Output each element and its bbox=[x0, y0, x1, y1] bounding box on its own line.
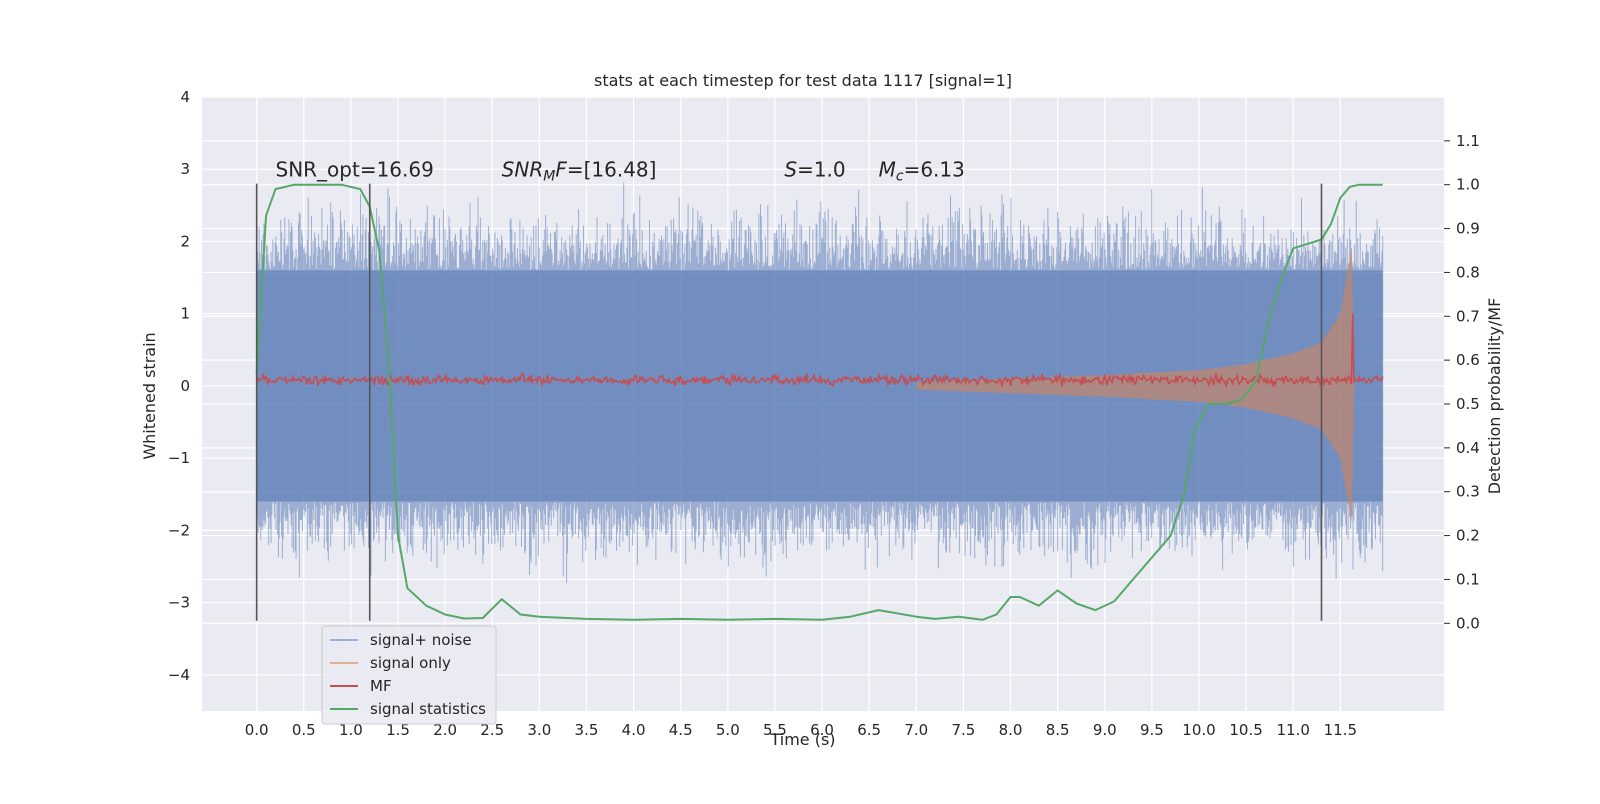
x-tick-label: 4.5 bbox=[669, 721, 693, 739]
x-tick-label: 8.5 bbox=[1046, 721, 1070, 739]
legend-label-signal-noise: signal+ noise bbox=[370, 631, 472, 649]
y-tick-label: −1 bbox=[168, 449, 190, 467]
y2-tick-label: 0.5 bbox=[1456, 395, 1480, 413]
x-tick-label: 5.5 bbox=[763, 721, 787, 739]
signal-statistics-line bbox=[255, 183, 1383, 621]
x-axis-label: Time (s) bbox=[769, 730, 835, 749]
x-tick-label: 2.0 bbox=[433, 721, 457, 739]
y2-tick-label: 0.9 bbox=[1456, 220, 1480, 238]
y-tick-label: 0 bbox=[180, 377, 190, 395]
y2-axis-ticks: 0.0 0.1 0.2 0.3 0.4 0.5 0.6 0.7 0.8 0.9 1.0 1.1 bbox=[1444, 132, 1480, 632]
legend-item-signal-statistics: signal statistics bbox=[330, 700, 486, 718]
x-tick-label: 6.0 bbox=[810, 721, 834, 739]
y2-tick-label: 1.0 bbox=[1456, 176, 1480, 194]
series-mf bbox=[256, 313, 1384, 389]
legend-item-signal-only: signal only bbox=[330, 654, 451, 672]
y2-tick-label: 0.7 bbox=[1456, 307, 1480, 325]
y-axis-label: Whitened strain bbox=[140, 332, 159, 459]
x-tick-label: 0.5 bbox=[292, 721, 316, 739]
y-tick-label: −4 bbox=[168, 666, 190, 684]
legend-item-signal-noise: signal+ noise bbox=[330, 631, 472, 649]
x-tick-label: 5.0 bbox=[716, 721, 740, 739]
y-axis-ticks: −4 −3 −2 −1 0 1 2 3 4 bbox=[168, 88, 190, 684]
y-tick-label: 1 bbox=[180, 305, 190, 323]
y-tick-label: −2 bbox=[168, 521, 190, 539]
annotation-text: Mc=6.13 bbox=[879, 157, 965, 184]
x-tick-label: 9.0 bbox=[1093, 721, 1117, 739]
y2-tick-label: 0.1 bbox=[1456, 570, 1480, 588]
legend-label-signal-statistics: signal statistics bbox=[370, 700, 486, 718]
series-signal-only bbox=[916, 248, 1355, 524]
annotation-text: SNR_opt=16.69 bbox=[276, 157, 434, 181]
x-tick-label: 4.0 bbox=[622, 721, 646, 739]
legend-box bbox=[321, 625, 497, 725]
legend: signal+ noise signal only MF signal stat… bbox=[321, 625, 497, 725]
y2-tick-label: 0.0 bbox=[1456, 614, 1480, 632]
annotation-text: SNRMF=[16.48] bbox=[502, 157, 657, 184]
y2-tick-label: 1.1 bbox=[1456, 132, 1480, 150]
x-tick-label: 7.5 bbox=[951, 721, 975, 739]
x-tick-label: 11.0 bbox=[1277, 721, 1310, 739]
x-tick-label: 3.0 bbox=[527, 721, 551, 739]
y-tick-label: −3 bbox=[168, 594, 190, 612]
y2-axis-label: Detection probability/MF bbox=[1485, 298, 1504, 495]
x-tick-label: 8.0 bbox=[999, 721, 1023, 739]
legend-item-mf: MF bbox=[330, 677, 392, 695]
series-layer bbox=[255, 182, 1384, 621]
vertical-markers bbox=[255, 183, 1323, 621]
x-tick-label: 1.5 bbox=[386, 721, 410, 739]
series-signal-statistics bbox=[255, 183, 1383, 621]
x-tick-label: 2.5 bbox=[480, 721, 504, 739]
y-tick-label: 2 bbox=[180, 232, 190, 250]
x-tick-label: 1.0 bbox=[339, 721, 363, 739]
x-tick-label: 6.5 bbox=[857, 721, 881, 739]
x-tick-label: 11.5 bbox=[1324, 721, 1357, 739]
legend-label-signal-only: signal only bbox=[370, 654, 451, 672]
y2-tick-label: 0.2 bbox=[1456, 527, 1480, 545]
y-tick-label: 3 bbox=[180, 160, 190, 178]
chirp-envelope bbox=[916, 248, 1355, 524]
mf-line bbox=[256, 313, 1384, 389]
x-tick-label: 7.0 bbox=[904, 721, 928, 739]
y2-tick-label: 0.4 bbox=[1456, 439, 1480, 457]
y2-tick-label: 0.3 bbox=[1456, 483, 1480, 501]
annotations: SNR_opt=16.69 SNRMF=[16.48] S=1.0 Mc=6.13 bbox=[276, 157, 965, 184]
x-tick-label: 3.5 bbox=[575, 721, 599, 739]
x-axis-ticks: 0.0 0.5 1.0 1.5 2.0 2.5 3.0 3.5 4.0 4.5 5.0 5.5 6.0 6… bbox=[245, 721, 1357, 739]
x-tick-label: 9.5 bbox=[1140, 721, 1164, 739]
annotation-text: S=1.0 bbox=[784, 157, 845, 181]
x-tick-label: 10.5 bbox=[1229, 721, 1262, 739]
y2-tick-label: 0.6 bbox=[1456, 351, 1480, 369]
y2-tick-label: 0.8 bbox=[1456, 263, 1480, 281]
x-tick-label: 0.0 bbox=[245, 721, 269, 739]
y-tick-label: 4 bbox=[180, 88, 190, 106]
legend-label-mf: MF bbox=[370, 677, 392, 695]
x-tick-label: 10.0 bbox=[1182, 721, 1215, 739]
chart-title: stats at each timestep for test data 111… bbox=[594, 71, 1012, 90]
